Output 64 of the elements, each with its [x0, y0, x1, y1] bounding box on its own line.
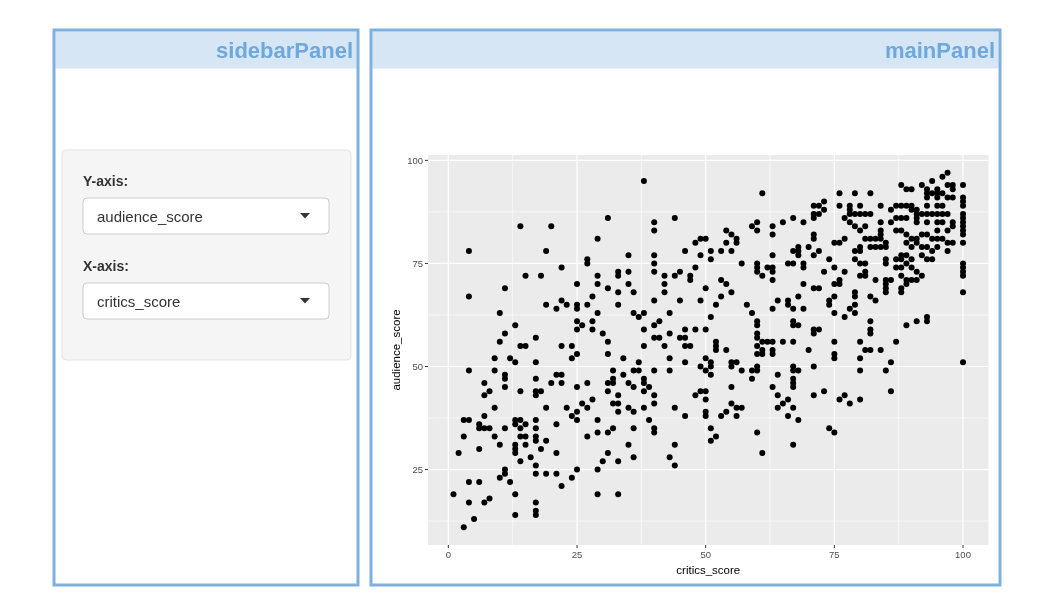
point	[738, 404, 745, 411]
point	[702, 388, 709, 395]
x-tick-label: 25	[571, 549, 583, 560]
point	[723, 408, 730, 415]
y-axis-title: audience_score	[390, 309, 402, 391]
point	[749, 375, 755, 382]
point	[707, 425, 714, 432]
point	[754, 363, 761, 370]
point	[774, 404, 781, 411]
point	[769, 384, 776, 391]
point	[810, 392, 817, 399]
point	[846, 400, 853, 407]
point	[702, 412, 709, 419]
point	[785, 396, 792, 403]
point	[728, 384, 735, 391]
x-axis-title: critics_score	[676, 564, 741, 576]
x-tick-label: 0	[445, 549, 451, 560]
y-tick-label: 75	[412, 257, 423, 269]
text: Y-axis:	[83, 173, 129, 189]
text: sidebarPanel	[216, 38, 353, 63]
y-tick-label: 50	[412, 360, 423, 372]
point	[857, 367, 864, 374]
point	[754, 429, 761, 436]
point	[826, 425, 833, 432]
point	[821, 388, 828, 395]
point	[836, 396, 843, 403]
text: critics_score	[97, 292, 181, 310]
point	[774, 392, 781, 399]
x-tick-label: 100	[955, 549, 971, 560]
point	[738, 367, 745, 374]
chart-title: mainPanel	[884, 38, 995, 63]
point	[810, 363, 817, 370]
text: audience_score	[97, 207, 203, 225]
text: X-axis:	[83, 258, 129, 274]
point	[712, 433, 719, 440]
point	[790, 367, 797, 374]
y-tick-label: 100	[407, 154, 423, 166]
point	[790, 384, 797, 391]
point	[785, 412, 792, 419]
point	[841, 392, 848, 399]
point	[718, 412, 725, 419]
y-tick-label: 25	[412, 463, 423, 475]
point	[857, 396, 864, 403]
point	[774, 371, 781, 378]
point	[759, 450, 766, 457]
point	[882, 367, 889, 374]
point	[795, 367, 802, 374]
x-tick-label: 75	[829, 549, 840, 560]
point	[707, 437, 714, 444]
point	[887, 388, 894, 395]
point	[831, 429, 838, 436]
point	[702, 367, 709, 374]
point	[790, 404, 797, 411]
x-tick-label: 50	[700, 549, 711, 560]
point	[733, 412, 740, 419]
point	[707, 371, 714, 378]
point	[795, 417, 802, 424]
point	[779, 400, 786, 407]
point	[733, 404, 740, 411]
point	[697, 363, 704, 370]
point	[702, 396, 709, 403]
point	[697, 388, 704, 395]
point	[728, 400, 735, 407]
point	[790, 441, 797, 448]
